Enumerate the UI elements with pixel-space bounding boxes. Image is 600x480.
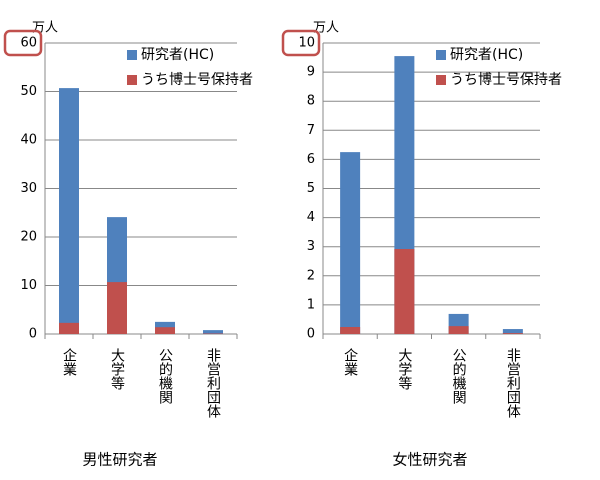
y-tick-label: 2	[307, 268, 315, 283]
bar	[59, 88, 79, 334]
bar	[449, 326, 469, 334]
y-tick-label: 8	[307, 94, 315, 109]
x-axis-label: 女性研究者	[392, 451, 467, 469]
unit-label: 万人	[32, 21, 58, 36]
bar	[203, 330, 223, 334]
x-tick-label: 公的機関	[451, 348, 467, 405]
y-tick-label: 4	[307, 210, 315, 225]
x-tick-label: 大学等	[109, 348, 125, 390]
x-tick-label: 大学等	[396, 348, 412, 390]
legend-swatch	[127, 75, 137, 85]
legend-swatch	[436, 75, 446, 85]
x-tick-label: 公的機関	[157, 348, 173, 405]
y-tick-label: 0	[307, 327, 315, 342]
legend-label: 研究者(HC)	[450, 47, 523, 63]
bar	[394, 249, 414, 334]
y-tick-label: 6	[307, 152, 315, 167]
x-tick-label: 企業	[61, 347, 77, 376]
legend-swatch	[436, 50, 446, 60]
y-tick-label: 20	[20, 230, 37, 245]
y-tick-label: 1	[307, 297, 315, 312]
y-tick-label: 5	[307, 181, 315, 196]
y-tick-label: 0	[29, 327, 37, 342]
y-tick-label: 7	[307, 123, 315, 138]
y-tick-label: 3	[307, 239, 315, 254]
x-tick-label: 非営利団体	[205, 348, 221, 418]
x-axis-label: 男性研究者	[82, 451, 157, 469]
y-tick-label: 50	[20, 84, 37, 99]
y-tick-label: 60	[20, 36, 37, 51]
y-tick-label: 30	[20, 181, 37, 196]
bar	[503, 333, 523, 334]
legend-label: うち博士号保持者	[141, 71, 253, 88]
y-tick-label: 10	[20, 278, 37, 293]
y-tick-label: 9	[307, 65, 315, 80]
bar	[340, 327, 360, 334]
y-tick-label: 40	[20, 133, 37, 148]
bar	[107, 282, 127, 334]
bar	[340, 152, 360, 334]
y-tick-label: 10	[298, 36, 315, 51]
legend-label: 研究者(HC)	[141, 47, 214, 63]
legend-swatch	[127, 50, 137, 60]
legend-label: うち博士号保持者	[450, 71, 562, 88]
x-tick-label: 非営利団体	[505, 348, 521, 418]
bar	[155, 327, 175, 334]
x-tick-label: 企業	[342, 347, 358, 376]
bar	[59, 323, 79, 334]
